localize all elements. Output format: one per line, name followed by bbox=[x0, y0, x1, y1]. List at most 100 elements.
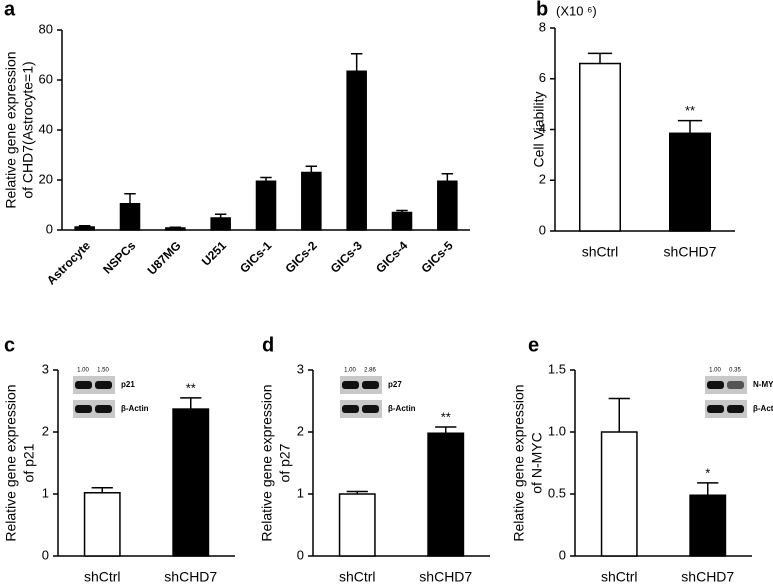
y-tick-label: 8 bbox=[539, 19, 546, 34]
x-tick-label: GICs-1 bbox=[237, 238, 274, 275]
blot-background bbox=[73, 376, 115, 394]
x-tick-label: shCHD7 bbox=[681, 569, 734, 585]
y-tick-label: 1 bbox=[297, 485, 304, 500]
significance: ** bbox=[685, 103, 695, 118]
x-tick-label: Astrocyte bbox=[44, 238, 93, 287]
y-tick-label: 4 bbox=[539, 121, 546, 136]
y-tick-label: 3 bbox=[297, 361, 304, 376]
y-tick-label: 40 bbox=[39, 121, 53, 136]
significance: ** bbox=[441, 409, 451, 424]
bar bbox=[391, 211, 413, 231]
blot-band bbox=[707, 381, 724, 389]
x-tick-label: GICs-3 bbox=[328, 238, 365, 275]
blot-band bbox=[727, 405, 744, 413]
blot-band bbox=[342, 405, 359, 413]
y-tick-label: 20 bbox=[39, 171, 53, 186]
y-tick-label: 60 bbox=[39, 71, 53, 86]
y-tick-label: 0 bbox=[46, 221, 53, 236]
bar bbox=[338, 493, 376, 557]
blot-background bbox=[705, 376, 747, 394]
bar bbox=[119, 203, 141, 231]
bar bbox=[255, 180, 277, 231]
blot-ratio: 1.00 bbox=[344, 368, 356, 374]
blot-band bbox=[727, 381, 744, 389]
y-tick-label: 2 bbox=[297, 423, 304, 438]
significance: ** bbox=[186, 380, 196, 395]
blot-band bbox=[362, 381, 379, 389]
y-axis-label: Relative gene expression bbox=[3, 51, 19, 208]
y-tick-label: 0.5 bbox=[548, 485, 566, 500]
y-axis-label: Cell Viability bbox=[531, 92, 547, 168]
significance: * bbox=[705, 465, 710, 480]
panel-letter: d bbox=[262, 334, 274, 356]
bar bbox=[669, 132, 711, 232]
blot-label: β-Actin bbox=[121, 404, 149, 413]
y-axis-label: of p21 bbox=[21, 443, 37, 482]
y-axis-label: of p27 bbox=[277, 443, 293, 482]
bar bbox=[437, 180, 458, 231]
blot-label: N-MYC bbox=[753, 380, 773, 389]
bar bbox=[579, 62, 621, 232]
x-tick-label: shCHD7 bbox=[664, 244, 717, 260]
blot-ratio: 1.00 bbox=[77, 368, 89, 374]
unit-label: (X10 ⁶) bbox=[556, 3, 597, 18]
x-tick-label: U87MG bbox=[145, 238, 184, 277]
y-tick-label: 6 bbox=[539, 70, 546, 85]
panel-letter: a bbox=[4, 0, 16, 20]
x-tick-label: shCtrl bbox=[84, 569, 121, 585]
blot-band bbox=[342, 381, 359, 389]
x-tick-label: shCtrl bbox=[582, 244, 619, 260]
x-tick-label: GICs-2 bbox=[282, 238, 319, 275]
blot-ratio: 1.50 bbox=[97, 368, 109, 374]
blot-band bbox=[707, 405, 724, 413]
y-tick-label: 3 bbox=[42, 361, 49, 376]
y-axis-label: Relative gene expression bbox=[3, 384, 19, 541]
x-tick-label: NSPCs bbox=[100, 238, 138, 276]
x-tick-label: shCtrl bbox=[601, 569, 638, 585]
bar bbox=[74, 226, 95, 231]
bar bbox=[346, 70, 367, 231]
blot-background bbox=[340, 400, 382, 418]
blot-label: p27 bbox=[388, 380, 402, 389]
x-tick-label: shCHD7 bbox=[419, 569, 472, 585]
x-tick-label: GICs-4 bbox=[373, 238, 410, 275]
bar bbox=[210, 217, 231, 231]
bar bbox=[689, 494, 727, 557]
bar bbox=[600, 431, 638, 557]
x-tick-label: U251 bbox=[199, 238, 229, 268]
blot-band bbox=[95, 405, 112, 413]
bar bbox=[165, 227, 186, 231]
bar bbox=[172, 408, 210, 557]
y-axis-label: Relative gene expression bbox=[511, 384, 527, 541]
y-axis-label: of CHD7(Astrocyte=1) bbox=[20, 61, 36, 198]
x-tick-label: GICs-5 bbox=[418, 238, 455, 275]
y-tick-label: 2 bbox=[539, 172, 546, 187]
blot-ratio: 2.86 bbox=[364, 368, 376, 374]
blot-label: β-Actin bbox=[753, 404, 773, 413]
panel-letter: b bbox=[536, 0, 548, 20]
blot-ratio: 1.00 bbox=[709, 368, 721, 374]
y-tick-label: 1.5 bbox=[548, 361, 566, 376]
blot-band bbox=[75, 405, 92, 413]
blot-band bbox=[95, 381, 112, 389]
bar bbox=[83, 492, 121, 557]
y-tick-label: 1.0 bbox=[548, 423, 566, 438]
blot-label: p21 bbox=[121, 380, 135, 389]
y-axis-label: of N-MYC bbox=[529, 432, 545, 493]
blot-background bbox=[73, 400, 115, 418]
x-tick-label: shCtrl bbox=[339, 569, 376, 585]
y-tick-label: 2 bbox=[42, 423, 49, 438]
y-tick-label: 0 bbox=[559, 547, 566, 562]
blot-band bbox=[362, 405, 379, 413]
y-axis-label: Relative gene expression bbox=[259, 384, 275, 541]
bar bbox=[427, 432, 465, 557]
bar bbox=[301, 171, 322, 231]
blot-band bbox=[75, 381, 92, 389]
x-tick-label: shCHD7 bbox=[164, 569, 217, 585]
blot-ratio: 0.35 bbox=[729, 368, 741, 374]
y-tick-label: 80 bbox=[39, 21, 53, 36]
y-tick-label: 0 bbox=[539, 222, 546, 237]
blot-background bbox=[705, 400, 747, 418]
blot-label: β-Actin bbox=[388, 404, 416, 413]
